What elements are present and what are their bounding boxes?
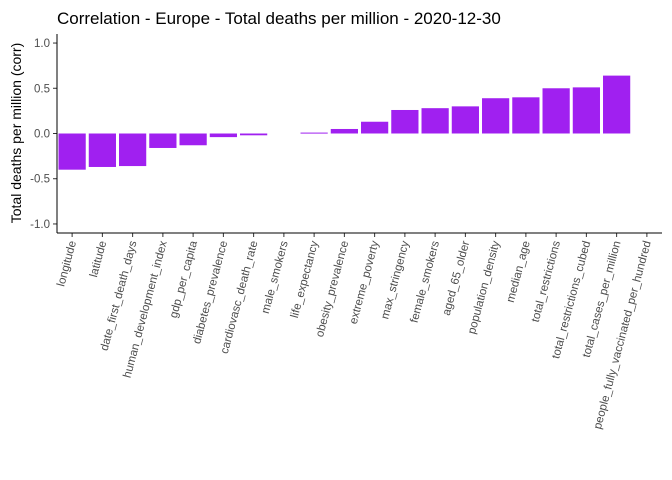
x-tick-label: female_smokers (409, 239, 442, 324)
bar-extreme-poverty (361, 121, 389, 134)
bars-group (58, 75, 631, 170)
y-tick-label: 0.5 (34, 83, 50, 95)
bar-total-restrictions-cubed (572, 87, 600, 134)
bar-life-expectancy (300, 132, 328, 134)
y-tick-label: -0.5 (30, 174, 50, 186)
y-axis-title: Total deaths per million (corr) (8, 43, 24, 224)
bar-median-age (512, 97, 540, 134)
x-tick-label: total_restrictions (530, 239, 563, 323)
bar-gdp-per-capita (179, 133, 207, 146)
bar-longitude (58, 133, 86, 170)
bar-latitude (88, 133, 116, 167)
bar-human-development-index (149, 133, 177, 148)
x-tick-label: extreme_poverty (348, 239, 382, 325)
bar-population-density (482, 98, 510, 134)
bar-total-restrictions (542, 88, 570, 134)
x-tick-label: max_stringency (379, 239, 411, 320)
x-tick-label: latitude (88, 240, 109, 279)
y-tick-label: -1.0 (30, 219, 50, 231)
x-tick-label: longitude (55, 240, 79, 288)
bar-obesity-prevalence (330, 128, 358, 134)
x-tick-label: population_density (466, 239, 502, 335)
y-tick-label: 0.0 (34, 129, 50, 141)
x-tick-label: people_fully_vaccinated_per_hundred (592, 240, 654, 431)
bar-max-stringency (391, 109, 419, 134)
bar-cardiovasc-death-rate (240, 133, 268, 136)
x-tick-label: gdp_per_capita (168, 239, 200, 319)
x-tick-label: male_smokers (260, 239, 291, 315)
x-tick-label: median_age (505, 240, 533, 304)
x-tick-label: life_expectancy (289, 239, 321, 319)
y-tick-label: 1.0 (34, 38, 50, 50)
bar-date-first-death-days (119, 133, 147, 167)
chart-title: Correlation - Europe - Total deaths per … (57, 9, 501, 28)
x-axis-ticks: longitude latitudedate_first_death_dayshu… (55, 233, 654, 431)
bar-total-cases-per-million (603, 75, 631, 134)
bar-female-smokers (421, 108, 449, 134)
bar-aged-65-older (451, 106, 479, 134)
x-tick-label: aged_65_older (441, 240, 472, 317)
y-axis-ticks: -1.0 -0.5 0.0 0.5 1.0 (30, 38, 57, 231)
x-tick-label: obesity_prevalence (314, 240, 351, 339)
bar-diabetes-prevalence (209, 133, 237, 138)
